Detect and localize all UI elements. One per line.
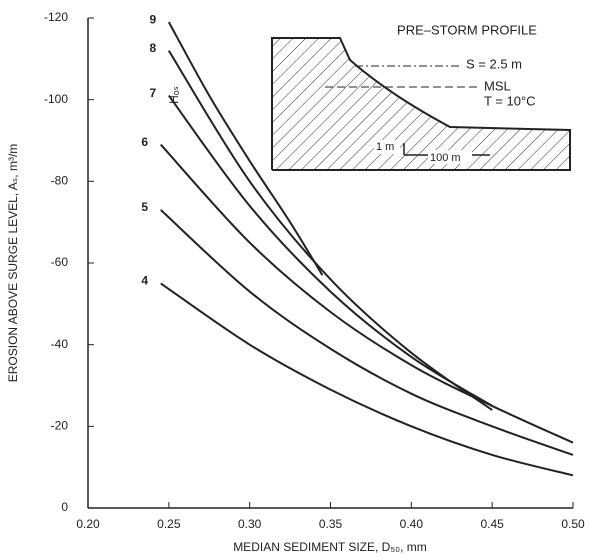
label-bg bbox=[376, 22, 558, 38]
series-label: 6 bbox=[141, 135, 148, 149]
curve bbox=[168, 94, 493, 407]
profile-fill bbox=[272, 38, 570, 170]
curve bbox=[167, 21, 324, 276]
curve bbox=[160, 143, 574, 444]
label-bg bbox=[374, 140, 400, 154]
y-axis-label: EROSION ABOVE SURGE LEVEL, Aₛ, m³/m bbox=[6, 144, 20, 383]
label-bg bbox=[482, 93, 562, 109]
legend-title: Hₒₛ bbox=[167, 86, 181, 104]
profile-outline bbox=[271, 37, 571, 171]
inset: PRE–STORM PROFILE S = 2.5 m MSL T = 10°C… bbox=[268, 8, 571, 171]
series-label: 8 bbox=[149, 41, 156, 55]
x-axis-label: MEDIAN SEDIMENT SIZE, D₅₀, mm bbox=[233, 540, 427, 554]
y-tick-label: -120 bbox=[44, 10, 68, 24]
series-label: 5 bbox=[141, 200, 148, 214]
x-tick-label: 0.45 bbox=[480, 517, 504, 531]
y-tick-label: -40 bbox=[51, 337, 69, 351]
y-tick-label: -60 bbox=[51, 255, 69, 269]
surge-label: S = 2.5 m bbox=[466, 56, 522, 71]
x-tick-label: 0.40 bbox=[400, 517, 424, 531]
y-tick-label: -80 bbox=[51, 174, 69, 188]
y-tick-label: -20 bbox=[51, 419, 69, 433]
x-tick-label: 0.25 bbox=[157, 517, 181, 531]
x-tick-label: 0.50 bbox=[561, 517, 585, 531]
x-tick-label: 0.20 bbox=[76, 517, 100, 531]
series-label: 7 bbox=[149, 86, 156, 100]
x-tick-label: 0.35 bbox=[319, 517, 343, 531]
label-bg bbox=[482, 79, 522, 95]
x-tick-label: 0.30 bbox=[238, 517, 262, 531]
y-tick-label: -100 bbox=[44, 92, 68, 106]
label-bg bbox=[462, 57, 560, 73]
curve bbox=[160, 282, 574, 477]
temperature-label: T = 10°C bbox=[484, 93, 536, 108]
y-tick-label: 0 bbox=[61, 500, 68, 514]
series-label: 9 bbox=[149, 12, 156, 26]
label-bg bbox=[428, 150, 472, 164]
series-label: 4 bbox=[141, 274, 148, 288]
msl-label: MSL bbox=[484, 78, 511, 93]
inset-title: PRE–STORM PROFILE bbox=[397, 22, 537, 37]
vertical-scale-label: 1 m bbox=[376, 141, 394, 153]
curve bbox=[167, 50, 493, 411]
horizontal-scale-label: 100 m bbox=[430, 152, 461, 164]
curve bbox=[160, 209, 574, 456]
